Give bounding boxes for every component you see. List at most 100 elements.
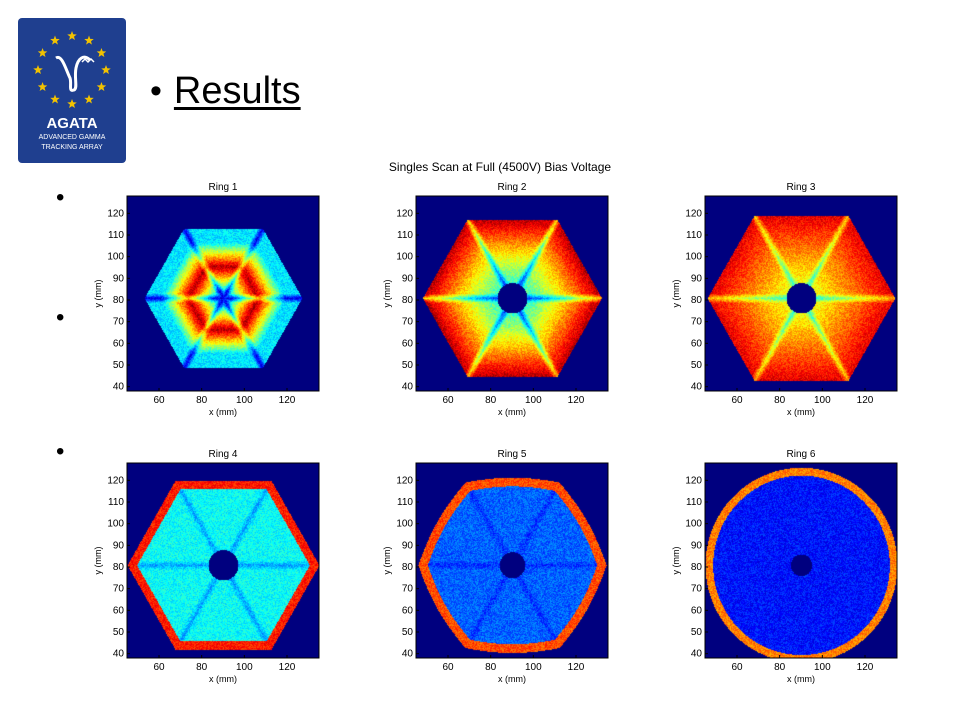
y-tick-label: 90 [113, 273, 125, 284]
panel-title: Ring 5 [497, 449, 527, 460]
y-tick-label: 120 [107, 208, 124, 219]
axes-frame [126, 462, 320, 659]
x-axis-label: x (mm) [787, 674, 815, 684]
title-bullet: • [150, 72, 162, 110]
bullet-2: • [56, 304, 65, 331]
logo-subtitle-1: ADVANCED GAMMA [38, 134, 106, 141]
y-tick-label: 60 [691, 338, 703, 349]
y-tick-label: 110 [397, 230, 413, 241]
panel-title: Ring 4 [208, 449, 238, 460]
x-tick-label: 60 [442, 662, 454, 673]
y-axis-label: y (mm) [382, 280, 392, 308]
gamma-wave [81, 57, 95, 64]
panel-axes: 60 80 100 120 40 50 60 70 80 90 100 110 120 x (mm) y (… [382, 195, 609, 417]
x-axis-label: x (mm) [787, 407, 815, 417]
logo-star [101, 65, 111, 75]
panel-axes: 60 80 100 120 40 50 60 70 80 90 100 110 120 x (mm) y (… [671, 462, 898, 684]
heatmap-image [127, 463, 319, 658]
y-tick-label: 110 [108, 497, 124, 508]
logo-star [84, 35, 94, 45]
y-tick-label: 120 [396, 208, 413, 219]
panel-axes: 60 80 100 120 40 50 60 70 80 90 100 110 120 x (mm) y (… [382, 462, 609, 684]
y-tick-label: 40 [113, 649, 125, 660]
y-tick-label: 80 [113, 295, 125, 306]
panel-title: Ring 6 [786, 449, 816, 460]
y-axis-label: y (mm) [93, 280, 103, 308]
y-tick-label: 70 [691, 317, 703, 328]
x-tick-label: 60 [153, 395, 165, 406]
y-tick-label: 90 [402, 273, 414, 284]
agata-logo: AGATA ADVANCED GAMMA TRACKING ARRAY [18, 18, 126, 163]
y-tick-label: 110 [397, 497, 413, 508]
x-tick-label: 100 [236, 662, 253, 673]
logo-star [37, 82, 48, 92]
figure-title: Singles Scan at Full (4500V) Bias Voltag… [388, 160, 612, 174]
x-axis-label: x (mm) [209, 407, 237, 417]
y-tick-label: 110 [686, 230, 702, 241]
y-tick-label: 50 [402, 627, 414, 638]
y-tick-label: 110 [686, 497, 702, 508]
panel-title: Ring 3 [786, 182, 816, 193]
y-tick-label: 100 [107, 519, 124, 530]
y-tick-label: 120 [396, 475, 413, 486]
x-tick-label: 100 [525, 395, 542, 406]
y-axis-label: y (mm) [671, 280, 681, 308]
x-tick-label: 100 [814, 395, 831, 406]
y-tick-label: 100 [107, 252, 124, 263]
y-tick-label: 110 [108, 230, 124, 241]
logo-subtitle-2: TRACKING ARRAY [41, 144, 103, 151]
x-tick-label: 80 [774, 662, 786, 673]
y-tick-label: 40 [402, 382, 414, 393]
y-tick-label: 50 [402, 360, 414, 371]
axes-frame [415, 195, 609, 392]
x-tick-label: 60 [153, 662, 165, 673]
x-tick-label: 100 [525, 662, 542, 673]
x-tick-label: 120 [568, 395, 585, 406]
logo-star [67, 31, 77, 41]
x-axis-label: x (mm) [209, 674, 237, 684]
x-tick-label: 100 [236, 395, 253, 406]
panel-title: Ring 2 [497, 182, 527, 193]
x-tick-label: 60 [731, 662, 743, 673]
panel-axes: 60 80 100 120 40 50 60 70 80 90 100 110 120 x (mm) y (… [93, 195, 320, 417]
y-tick-label: 70 [113, 584, 125, 595]
y-tick-label: 90 [402, 540, 414, 551]
axes-frame [126, 195, 320, 392]
logo-star [33, 65, 43, 75]
y-tick-label: 120 [107, 475, 124, 486]
y-axis-label: y (mm) [671, 547, 681, 575]
y-tick-label: 70 [691, 584, 703, 595]
x-tick-label: 100 [814, 662, 831, 673]
x-axis-label: x (mm) [498, 674, 526, 684]
y-tick-label: 60 [402, 605, 414, 616]
y-tick-label: 60 [402, 338, 414, 349]
y-tick-label: 60 [691, 605, 703, 616]
y-tick-label: 80 [691, 295, 703, 306]
y-tick-label: 50 [691, 627, 703, 638]
y-tick-label: 60 [113, 605, 125, 616]
x-tick-label: 80 [196, 662, 208, 673]
x-tick-label: 80 [485, 395, 497, 406]
panel-axes: 60 80 100 120 40 50 60 70 80 90 100 110 120 x (mm) y (… [671, 195, 898, 417]
y-tick-label: 90 [691, 540, 703, 551]
heatmap-image [705, 196, 897, 391]
y-tick-label: 100 [396, 519, 413, 530]
y-tick-label: 120 [685, 208, 702, 219]
y-tick-label: 100 [685, 519, 702, 530]
y-tick-label: 50 [113, 360, 125, 371]
x-axis-label: x (mm) [498, 407, 526, 417]
slide-title-row: • Results [150, 66, 301, 116]
y-tick-label: 90 [113, 540, 125, 551]
logo-star [84, 94, 94, 104]
x-tick-label: 120 [279, 395, 296, 406]
heatmap-image [127, 196, 319, 391]
y-tick-label: 70 [113, 317, 125, 328]
x-tick-label: 120 [857, 662, 874, 673]
y-tick-label: 40 [691, 382, 703, 393]
logo-star [67, 99, 77, 109]
heatmap-image [416, 196, 608, 391]
logo-star [50, 35, 60, 45]
x-tick-label: 80 [485, 662, 497, 673]
y-tick-label: 80 [113, 562, 125, 573]
y-tick-label: 50 [691, 360, 703, 371]
